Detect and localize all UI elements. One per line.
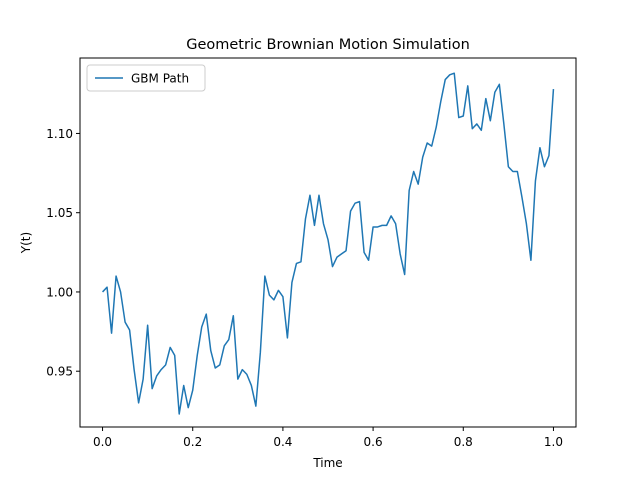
legend-label: GBM Path (131, 72, 189, 86)
y-axis-label: Y(t) (19, 232, 33, 254)
x-tick-label: 0.2 (183, 435, 202, 449)
x-tick-label: 0.6 (364, 435, 383, 449)
series-line-0 (102, 72, 555, 415)
x-tick-label: 1.0 (544, 435, 563, 449)
y-tick-label: 1.00 (46, 285, 73, 299)
x-axis: 0.0 0.2 0.4 0.6 0.8 1.0 (93, 427, 563, 449)
y-tick-label: 1.10 (46, 127, 73, 141)
chart-title: Geometric Brownian Motion Simulation (186, 37, 470, 53)
y-axis: 0.95 1.00 1.05 1.10 (46, 127, 80, 379)
y-tick-label: 1.05 (46, 206, 73, 220)
x-axis-label: Time (312, 456, 342, 470)
plot-area (79, 57, 577, 428)
legend: GBM Path (86, 64, 206, 92)
line-layer (102, 72, 555, 415)
legend-box (86, 64, 206, 92)
x-tick-label: 0.8 (454, 435, 473, 449)
axes-frame (79, 57, 577, 428)
y-tick-label: 0.95 (46, 365, 73, 379)
x-tick-label: 0.0 (93, 435, 112, 449)
x-tick-label: 0.4 (273, 435, 292, 449)
